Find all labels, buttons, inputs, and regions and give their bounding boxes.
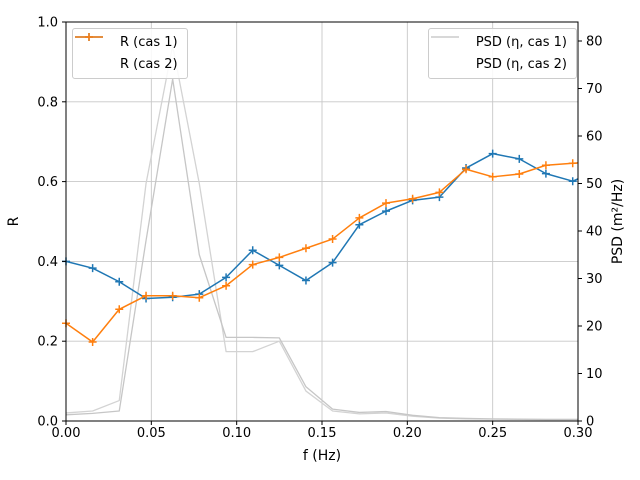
y-right-axis-label: PSD (m²/Hz): [610, 179, 626, 264]
x-tick-label: 0.05: [137, 426, 166, 441]
y-left-tick-label: 0.2: [37, 335, 58, 350]
series-markers-0: [62, 149, 577, 303]
y-right-tick-label: 60: [586, 130, 603, 145]
y-left-tick-label: 0.8: [37, 95, 58, 110]
legend-item-psd-cas2: PSD (η, cas 2): [430, 36, 567, 75]
x-tick-label: 0.20: [393, 426, 422, 441]
legend-label-r-cas2: R (cas 2): [120, 57, 178, 72]
y-left-tick-label: 0.6: [37, 175, 58, 190]
legend-psd: PSD (η, cas 1) PSD (η, cas 2): [427, 28, 577, 79]
legend-item-r-cas2: R (cas 2): [75, 33, 178, 75]
series-markers-1: [62, 159, 577, 346]
y-right-tick-label: 30: [586, 272, 603, 287]
x-tick-label: 0.00: [52, 426, 81, 441]
y-right-tick-label: 70: [586, 82, 603, 97]
y-right-tick-label: 80: [586, 35, 603, 50]
y-right-tick-label: 10: [586, 367, 603, 382]
y-left-tick-label: 0.0: [37, 415, 58, 430]
y-right-tick-label: 50: [586, 177, 603, 192]
y-left-axis-label: R: [6, 216, 22, 226]
x-tick-label: 0.30: [564, 426, 593, 441]
legend-label-psd-cas2: PSD (η, cas 2): [475, 57, 567, 72]
y-left-tick-label: 0.4: [37, 255, 58, 270]
legend-r: R (cas 1) R (cas 2): [72, 28, 188, 79]
series-line-3: [65, 78, 578, 420]
legend-swatch-psd-cas2: [430, 36, 468, 73]
y-left-tick-label: 1.0: [37, 16, 58, 31]
x-axis-label: f (Hz): [303, 448, 341, 464]
x-tick-label: 0.15: [308, 426, 337, 441]
x-tick-label: 0.25: [478, 426, 507, 441]
y-right-tick-label: 0: [586, 415, 594, 430]
x-tick-label: 0.10: [222, 426, 251, 441]
y-right-tick-label: 20: [586, 320, 603, 335]
legend-label-psd-cas1: PSD (η, cas 1): [475, 35, 567, 50]
legend-swatch-r-cas2: [75, 33, 112, 73]
y-right-tick-label: 40: [586, 225, 603, 240]
legend-label-r-cas1: R (cas 1): [120, 35, 178, 50]
